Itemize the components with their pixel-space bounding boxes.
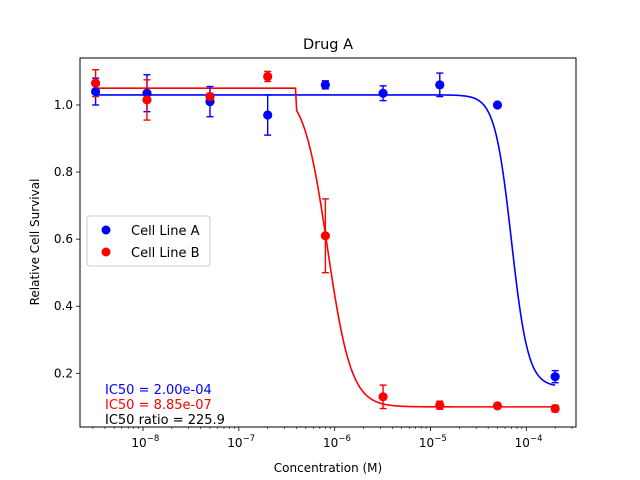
- data-point-cell-line-a: [142, 88, 152, 98]
- data-point-cell-line-b: [550, 403, 560, 414]
- y-tick-label: 0.4: [54, 299, 73, 313]
- x-axis-ticks: 10 −8 10 −7 10 −6 10 −5 10 −4: [92, 427, 573, 450]
- y-tick-label: 1.0: [54, 98, 73, 112]
- y-tick-label: 0.6: [54, 232, 73, 246]
- y-axis-label: Relative Cell Survival: [28, 179, 42, 306]
- x-tick-label: 10: [419, 436, 434, 450]
- data-point-cell-line-b: [320, 231, 330, 241]
- legend: Cell Line A Cell Line B: [86, 215, 211, 267]
- plot-content: [90, 69, 560, 414]
- x-tick-exponent: −7: [243, 434, 256, 444]
- plot-frame: [79, 57, 577, 428]
- y-tick-label: 0.8: [54, 165, 73, 179]
- data-points: [90, 71, 560, 414]
- x-axis-label: Concentration (M): [274, 461, 382, 475]
- x-tick-label: 10: [323, 436, 338, 450]
- data-point-cell-line-b: [205, 91, 215, 102]
- legend-box: [86, 215, 211, 267]
- x-tick-exponent: −6: [338, 434, 351, 444]
- data-point-cell-line-b: [142, 95, 152, 105]
- legend-marker-cell-line-b: [101, 247, 111, 257]
- data-point-cell-line-b: [263, 71, 273, 82]
- annotation-ic50-a: IC50 = 2.00e-04: [105, 383, 212, 398]
- y-axis-ticks: 0.2 0.4 0.6 0.8 1.0: [54, 98, 80, 380]
- chart-title: Drug A: [303, 37, 353, 53]
- data-point-cell-line-b: [435, 400, 445, 410]
- annotation-ic50-ratio: IC50 ratio = 225.9: [105, 413, 225, 428]
- legend-label-cell-line-a: Cell Line A: [131, 224, 200, 239]
- x-tick-label: 10: [131, 436, 146, 450]
- x-tick-exponent: −8: [147, 434, 160, 444]
- data-point-cell-line-b: [492, 401, 503, 411]
- x-tick-exponent: −4: [530, 434, 543, 444]
- data-point-cell-line-b: [378, 392, 388, 402]
- legend-label-cell-line-b: Cell Line B: [131, 246, 200, 261]
- data-point-cell-line-b: [90, 78, 101, 88]
- data-point-cell-line-a: [492, 100, 503, 110]
- data-point-cell-line-a: [550, 372, 560, 382]
- data-point-cell-line-a: [378, 88, 388, 98]
- annotation-ic50-b: IC50 = 8.85e-07: [105, 398, 212, 413]
- y-tick-label: 0.2: [54, 366, 73, 380]
- x-tick-label: 10: [227, 436, 242, 450]
- legend-marker-cell-line-a: [101, 225, 111, 235]
- data-point-cell-line-a: [435, 80, 445, 90]
- x-tick-exponent: −5: [434, 434, 447, 444]
- data-point-cell-line-a: [263, 110, 273, 120]
- data-point-cell-line-a: [90, 86, 101, 97]
- data-point-cell-line-a: [320, 80, 330, 90]
- x-tick-label: 10: [515, 436, 530, 450]
- fit-curve-cell-line-a: [95, 94, 556, 387]
